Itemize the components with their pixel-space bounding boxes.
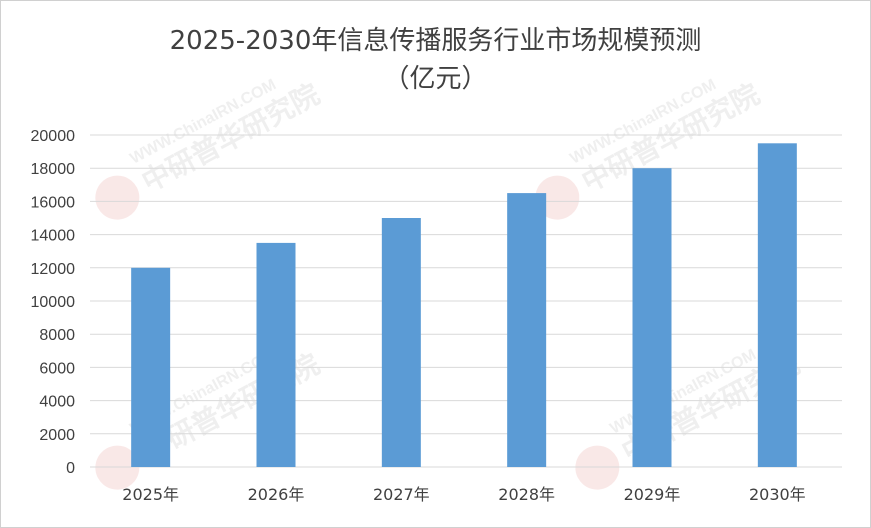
y-tick-label: 16000 [31, 194, 76, 211]
chart-title: 2025-2030年信息传播服务行业市场规模预测 [169, 26, 702, 56]
gridlines [90, 134, 842, 468]
bars [131, 143, 797, 468]
x-tick-label: 2025年 [122, 485, 179, 504]
watermark-badge-icon [535, 175, 580, 220]
x-tick-label: 2027年 [373, 485, 430, 504]
y-tick-label: 2000 [39, 427, 75, 444]
y-tick-label: 10000 [31, 294, 76, 311]
watermark-badge-icon [575, 445, 620, 490]
x-tick-label: 2029年 [624, 485, 681, 504]
watermark-badge-icon [95, 445, 140, 490]
x-axis-category-labels: 2025年 2026年 2027年 2028年 2029年 2030年 [122, 485, 805, 504]
bar [757, 143, 797, 468]
y-tick-label: 6000 [39, 360, 75, 377]
y-tick-label: 12000 [31, 261, 76, 278]
bar [381, 218, 421, 467]
y-tick-label: 8000 [39, 327, 75, 344]
bar [632, 168, 672, 467]
x-tick-label: 2030年 [749, 485, 806, 504]
watermark-badge-icon [95, 175, 140, 220]
y-tick-label: 18000 [31, 161, 76, 178]
bar [131, 267, 171, 467]
y-tick-label: 4000 [39, 394, 75, 411]
chart-subtitle: （亿元） [383, 64, 488, 94]
bar [507, 193, 547, 467]
y-axis-tick-labels: 0 2000 4000 6000 8000 10000 12000 14000 16000 180… [31, 128, 76, 477]
x-tick-label: 2026年 [248, 485, 305, 504]
y-tick-label: 14000 [31, 228, 76, 245]
bar [256, 242, 296, 467]
y-tick-label: 20000 [31, 128, 76, 145]
x-tick-label: 2028年 [498, 485, 555, 504]
y-tick-label: 0 [66, 460, 75, 477]
